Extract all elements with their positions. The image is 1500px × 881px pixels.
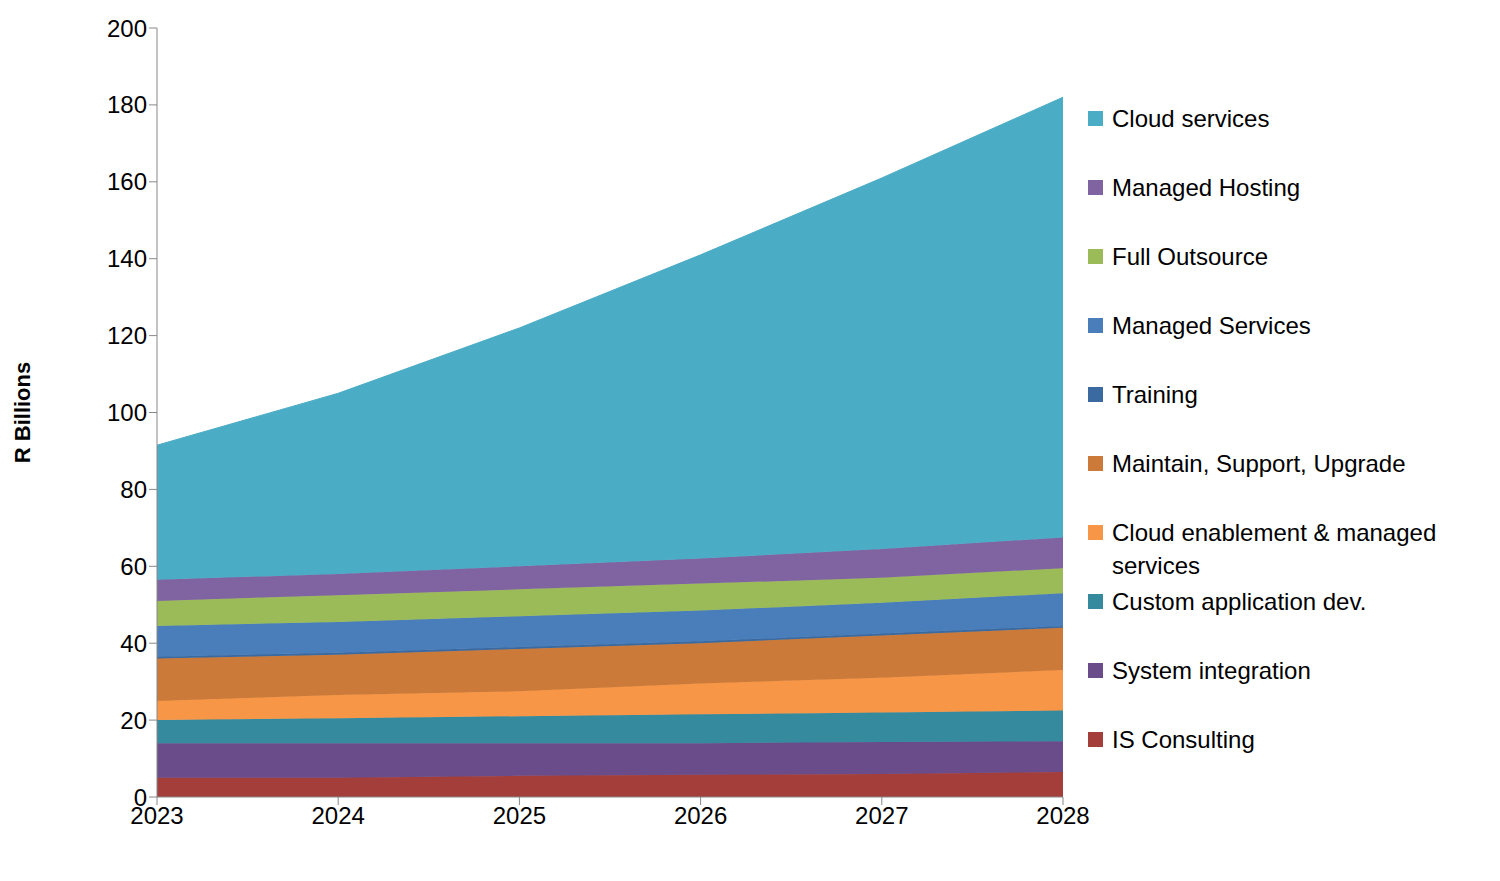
html-text:Managed Services: Managed Services <box>1112 312 1311 339</box>
svg-text:2027: 2027 <box>855 802 908 829</box>
svg-text:2024: 2024 <box>312 802 365 829</box>
svg-text:80: 80 <box>120 476 147 503</box>
svg-text:2025: 2025 <box>493 802 546 829</box>
svg-text:140: 140 <box>107 245 147 272</box>
svg-text:180: 180 <box>107 91 147 118</box>
svg-text:2023: 2023 <box>130 802 184 829</box>
html-text:Cloud enablement & managed ser: Cloud enablement & managed services <box>1112 519 1437 579</box>
html-text:Training: Training <box>1112 381 1198 408</box>
svg-text:200: 200 <box>107 15 147 42</box>
html-text:Managed Hosting: Managed Hosting <box>1112 174 1301 201</box>
svg-text:2026: 2026 <box>674 802 727 829</box>
html-text:System integration: System integration <box>1112 657 1311 684</box>
svg-text:2028: 2028 <box>1036 802 1089 829</box>
svg-text:160: 160 <box>107 168 147 195</box>
html-text:Custom application dev.: Custom application dev. <box>1112 588 1367 615</box>
svg-text:R Billions: R Billions <box>10 362 35 463</box>
svg-text:20: 20 <box>120 707 147 734</box>
html-text:Full Outsource: Full Outsource <box>1112 243 1269 270</box>
html-text:Maintain, Support, Upgrade: Maintain, Support, Upgrade <box>1112 450 1406 477</box>
html-text:IS Consulting: IS Consulting <box>1112 726 1255 753</box>
html-text:Cloud services: Cloud services <box>1112 105 1270 132</box>
svg-text:40: 40 <box>120 630 147 657</box>
svg-text:0: 0 <box>134 784 147 811</box>
svg-text:60: 60 <box>120 553 147 580</box>
svg-text:120: 120 <box>107 322 147 349</box>
svg-text:100: 100 <box>107 399 147 426</box>
